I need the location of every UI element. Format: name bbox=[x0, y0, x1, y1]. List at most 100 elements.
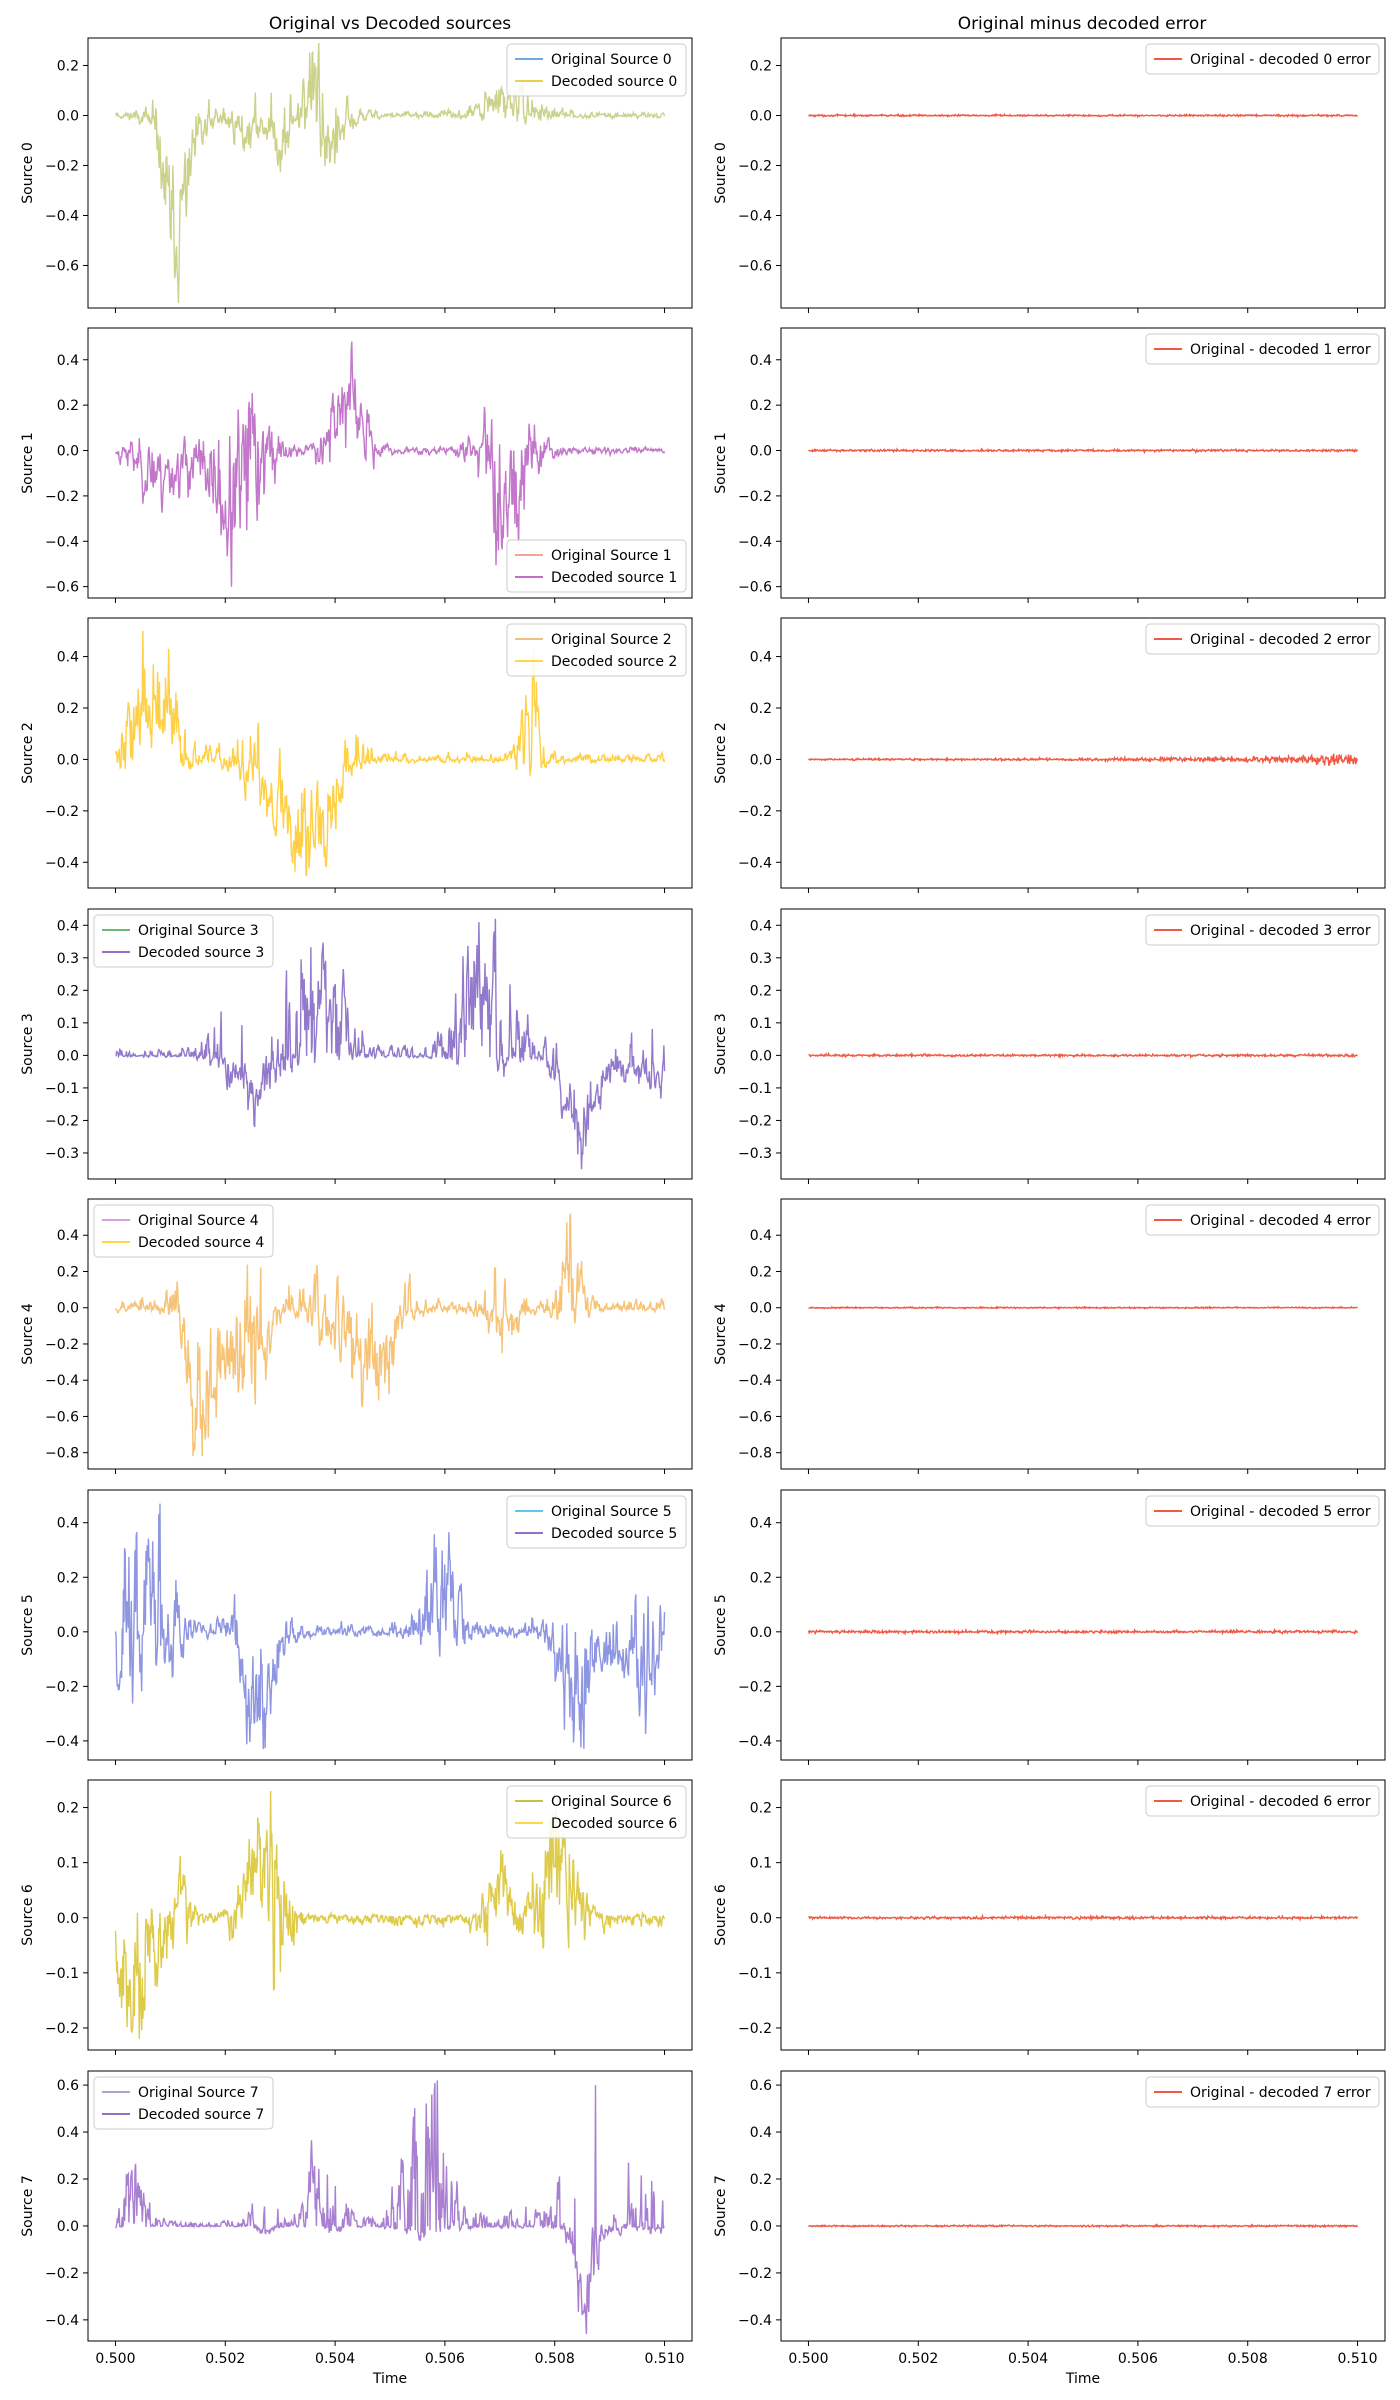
axes-frame bbox=[780, 908, 1386, 1180]
y-axis-label: Source 5 bbox=[20, 1594, 36, 1655]
y-tick-label: −0.4 bbox=[738, 1373, 772, 1389]
axes-frame bbox=[87, 2070, 693, 2342]
y-axis-label: Source 0 bbox=[713, 142, 729, 203]
y-tick-label: 0.4 bbox=[57, 1228, 79, 1244]
y-tick-label: 0.0 bbox=[57, 1625, 79, 1641]
x-tick-label: 0.502 bbox=[205, 2351, 245, 2367]
subplot-left-2: 0.4 0.2 0.0 −0.2 −0.4 Source 2 Original Source… bbox=[20, 617, 693, 893]
legend-label: Original Source 3 bbox=[138, 923, 259, 939]
y-tick-label: −0.2 bbox=[45, 1679, 79, 1695]
y-tick-label: 0.2 bbox=[750, 1264, 772, 1280]
y-tick-label: 0.6 bbox=[57, 2078, 79, 2094]
y-tick-label: −0.2 bbox=[738, 2266, 772, 2282]
y-tick-label: 0.2 bbox=[57, 1264, 79, 1280]
y-tick-label: 0.4 bbox=[57, 2125, 79, 2141]
y-tick-label: −0.2 bbox=[45, 2021, 79, 2037]
y-tick-label: 0.2 bbox=[57, 398, 79, 414]
series-line-error bbox=[808, 112, 1359, 119]
y-axis-label: Source 2 bbox=[20, 722, 36, 783]
legend-label: Decoded source 3 bbox=[138, 945, 264, 961]
subplot-grid: 0.2 0.0 −0.2 −0.4 −0.6 Source 0 Original Sourc… bbox=[20, 37, 1386, 2387]
legend-box bbox=[506, 539, 687, 593]
y-tick-label: 0.0 bbox=[750, 109, 772, 125]
y-tick-label: 0.4 bbox=[57, 650, 79, 666]
x-axis-label: Time bbox=[1065, 2371, 1100, 2387]
y-tick-label: −0.4 bbox=[45, 209, 79, 225]
y-tick-label: −0.2 bbox=[738, 804, 772, 820]
x-tick-label: 0.506 bbox=[425, 2351, 465, 2367]
y-tick-label: 0.0 bbox=[57, 444, 79, 460]
left-column-title: Original vs Decoded sources bbox=[269, 14, 511, 34]
y-tick-label: 0.3 bbox=[57, 951, 79, 967]
y-tick-label: 0.0 bbox=[57, 2219, 79, 2235]
legend-box bbox=[1145, 623, 1380, 655]
axes-frame bbox=[780, 2070, 1386, 2342]
legend-label: Decoded source 4 bbox=[138, 1235, 264, 1251]
y-tick-label: −0.2 bbox=[45, 804, 79, 820]
y-tick-label: 0.2 bbox=[57, 983, 79, 999]
y-axis-label: Source 4 bbox=[713, 1303, 729, 1365]
y-tick-label: 0.2 bbox=[750, 983, 772, 999]
y-tick-label: −0.2 bbox=[45, 2266, 79, 2282]
y-tick-label: −0.6 bbox=[45, 1409, 79, 1425]
subplot-right-4: 0.4 0.2 0.0 −0.2 −0.4 −0.6 −0.8 Source 4 Origina… bbox=[713, 1198, 1386, 1474]
series-line-error bbox=[808, 447, 1359, 455]
y-axis-label: Source 7 bbox=[20, 2175, 36, 2236]
y-tick-label: −0.2 bbox=[738, 1679, 772, 1695]
y-tick-label: 0.2 bbox=[57, 701, 79, 717]
y-tick-label: 0.3 bbox=[750, 951, 772, 967]
legend-box bbox=[1145, 914, 1380, 946]
legend-label: Decoded source 1 bbox=[551, 570, 677, 586]
series-line-decoded bbox=[114, 1503, 666, 1750]
series-line-error bbox=[807, 1627, 1359, 1636]
y-tick-label: 0.1 bbox=[750, 1856, 772, 1872]
legend-box bbox=[506, 1785, 687, 1839]
legend-box bbox=[506, 43, 687, 97]
y-tick-label: 0.1 bbox=[57, 1016, 79, 1032]
y-tick-label: −0.2 bbox=[45, 489, 79, 505]
y-tick-label: 0.4 bbox=[750, 918, 772, 934]
legend: Original - decoded 3 error bbox=[1145, 914, 1380, 946]
y-tick-label: 0.2 bbox=[750, 1801, 772, 1817]
series-line-decoded bbox=[114, 630, 666, 876]
legend-label: Original - decoded 3 error bbox=[1190, 923, 1371, 939]
axes-frame bbox=[87, 327, 693, 599]
y-tick-label: 0.4 bbox=[57, 918, 79, 934]
legend: Original Source 2 Decoded source 2 bbox=[506, 623, 687, 677]
y-tick-label: 0.0 bbox=[57, 752, 79, 768]
y-tick-label: 0.4 bbox=[750, 1228, 772, 1244]
series-line-decoded bbox=[115, 42, 666, 304]
y-tick-label: 0.0 bbox=[57, 109, 79, 125]
axes-frame bbox=[780, 37, 1386, 309]
legend-label: Original - decoded 6 error bbox=[1190, 1794, 1371, 1810]
legend-box bbox=[1145, 43, 1380, 75]
y-tick-label: −0.2 bbox=[45, 159, 79, 175]
subplot-left-1: 0.4 0.2 0.0 −0.2 −0.4 −0.6 Source 1 Original So… bbox=[20, 327, 693, 603]
x-axis-label: Time bbox=[372, 2371, 407, 2387]
legend: Original - decoded 5 error bbox=[1145, 1495, 1380, 1527]
legend: Original - decoded 2 error bbox=[1145, 623, 1380, 655]
y-tick-label: −0.8 bbox=[45, 1446, 79, 1462]
series-line-decoded bbox=[115, 918, 666, 1170]
x-tick-label: 0.502 bbox=[898, 2351, 938, 2367]
y-tick-label: −0.4 bbox=[738, 855, 772, 871]
legend-label: Decoded source 7 bbox=[138, 2107, 264, 2123]
series-line-error bbox=[808, 2223, 1359, 2229]
legend-box bbox=[506, 1495, 687, 1549]
y-tick-label: −0.3 bbox=[45, 1146, 79, 1162]
y-axis-label: Source 6 bbox=[20, 1884, 36, 1946]
y-tick-label: −0.4 bbox=[45, 534, 79, 550]
y-tick-label: −0.1 bbox=[45, 1081, 79, 1097]
y-tick-label: −0.4 bbox=[45, 1734, 79, 1750]
legend-label: Original - decoded 2 error bbox=[1190, 632, 1371, 648]
legend: Original Source 4 Decoded source 4 bbox=[93, 1204, 274, 1258]
subplot-right-2: 0.4 0.2 0.0 −0.2 −0.4 Source 2 Original - deco… bbox=[713, 617, 1386, 893]
y-tick-label: −0.2 bbox=[738, 1113, 772, 1129]
y-tick-label: −0.4 bbox=[738, 209, 772, 225]
y-tick-label: 0.0 bbox=[750, 1625, 772, 1641]
y-tick-label: −0.4 bbox=[738, 1734, 772, 1750]
y-tick-label: 0.0 bbox=[750, 1911, 772, 1927]
y-tick-label: 0.2 bbox=[750, 2172, 772, 2188]
